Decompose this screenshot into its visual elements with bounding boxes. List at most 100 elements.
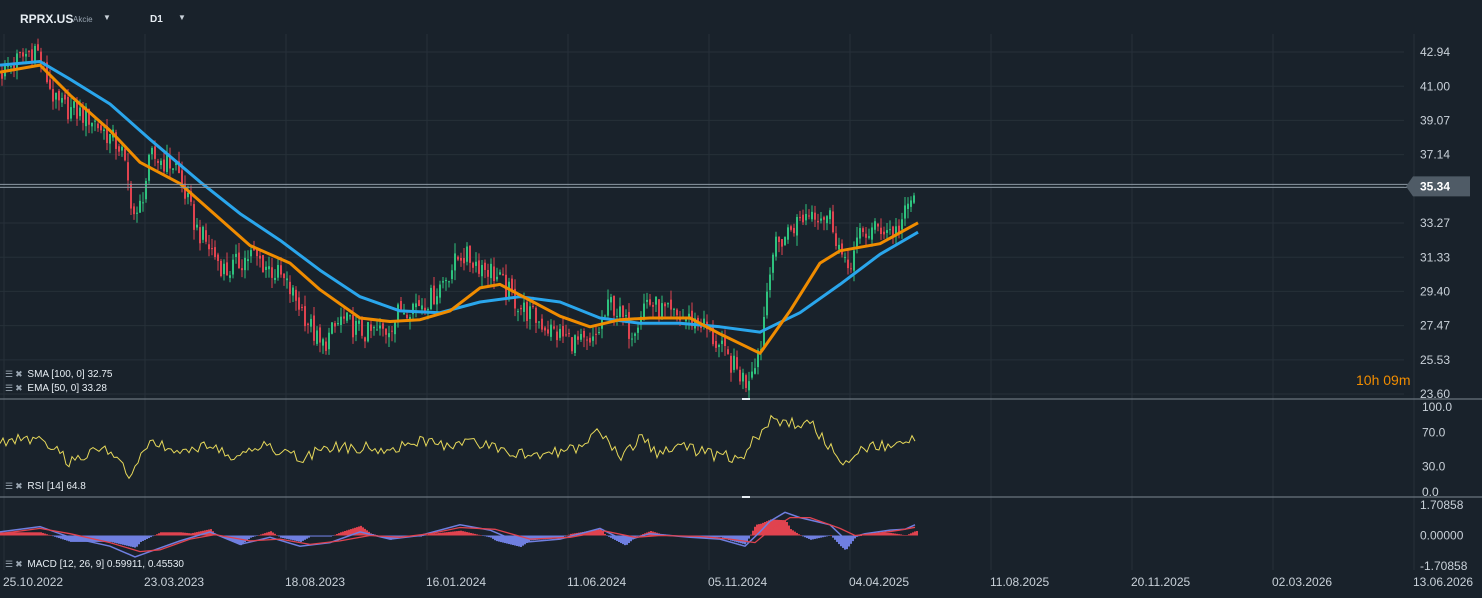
macd-bar bbox=[488, 535, 490, 538]
candle bbox=[574, 334, 576, 356]
candle-body bbox=[121, 146, 123, 151]
candle bbox=[40, 47, 42, 73]
candle bbox=[796, 214, 798, 246]
close-icon[interactable]: ✖ bbox=[15, 481, 23, 491]
close-icon[interactable]: ✖ bbox=[15, 369, 23, 379]
macd-bar bbox=[460, 530, 462, 536]
candle bbox=[292, 285, 294, 302]
macd-bar bbox=[448, 531, 450, 536]
candle bbox=[433, 277, 435, 306]
candle bbox=[289, 275, 291, 303]
candle-body bbox=[421, 305, 423, 310]
candle-body bbox=[622, 305, 624, 317]
candle-body bbox=[409, 317, 411, 321]
macd-bar bbox=[146, 535, 148, 540]
candle-body bbox=[145, 180, 147, 200]
macd-bar bbox=[60, 535, 62, 539]
candle-body bbox=[466, 246, 468, 262]
candle-body bbox=[211, 248, 213, 250]
macd-bar bbox=[200, 531, 202, 536]
candle-body bbox=[307, 323, 309, 325]
candle bbox=[262, 254, 264, 273]
candle-body bbox=[22, 52, 24, 57]
candle bbox=[334, 320, 336, 333]
macd-bar bbox=[82, 535, 84, 542]
macd-bar bbox=[284, 535, 286, 539]
close-icon[interactable]: ✖ bbox=[15, 559, 23, 569]
candle bbox=[223, 259, 225, 281]
candle-body bbox=[766, 291, 768, 316]
macd-bar bbox=[388, 535, 390, 540]
candle bbox=[211, 238, 213, 256]
candle-body bbox=[736, 357, 738, 369]
candle-body bbox=[637, 327, 639, 333]
candle bbox=[538, 321, 540, 329]
macd-bar bbox=[102, 535, 104, 542]
candle-body bbox=[127, 162, 129, 181]
close-icon[interactable]: ✖ bbox=[15, 383, 23, 393]
candle-body bbox=[586, 339, 588, 341]
toolbar: RPRX.US Akcie ▼ D1 ▼ bbox=[0, 0, 400, 34]
macd-bar bbox=[458, 530, 460, 536]
macd-bar bbox=[346, 530, 348, 536]
symbol-label[interactable]: RPRX.US bbox=[20, 12, 74, 26]
macd-bar bbox=[538, 535, 540, 540]
macd-bar bbox=[526, 535, 528, 543]
candle-body bbox=[130, 183, 132, 209]
candle bbox=[136, 206, 138, 223]
macd-bar bbox=[490, 535, 492, 538]
macd-bar bbox=[484, 535, 486, 537]
candle bbox=[898, 219, 900, 239]
candle bbox=[418, 295, 420, 307]
macd-bar bbox=[236, 535, 238, 544]
candle-body bbox=[529, 306, 531, 320]
macd-bar bbox=[816, 535, 818, 539]
candle bbox=[232, 254, 234, 279]
candle-body bbox=[412, 303, 414, 315]
candle-body bbox=[370, 324, 372, 331]
macd-bar bbox=[238, 535, 240, 545]
macd-bar bbox=[166, 532, 168, 536]
settings-icon[interactable]: ☰ bbox=[5, 369, 14, 379]
timeframe-selector[interactable]: D1 bbox=[150, 14, 163, 25]
candle bbox=[649, 293, 651, 307]
symbol-dropdown-icon[interactable]: ▼ bbox=[103, 13, 111, 22]
macd-bar bbox=[786, 522, 788, 536]
timeframe-dropdown-icon[interactable]: ▼ bbox=[178, 13, 186, 22]
candle bbox=[169, 147, 171, 179]
candle bbox=[109, 133, 111, 154]
symbol-type-label: Akcie bbox=[73, 15, 93, 24]
candle bbox=[766, 282, 768, 319]
macd-bar bbox=[282, 535, 284, 539]
macd-bar bbox=[312, 535, 314, 537]
candle bbox=[304, 295, 306, 332]
candle bbox=[847, 250, 849, 275]
candle-body bbox=[61, 98, 63, 103]
macd-bar bbox=[542, 535, 544, 540]
candle-body bbox=[367, 322, 369, 342]
candle bbox=[526, 296, 528, 329]
macd-bar bbox=[172, 532, 174, 536]
candle bbox=[328, 327, 330, 355]
macd-bar bbox=[44, 533, 46, 536]
candle-body bbox=[13, 63, 15, 69]
candle-body bbox=[334, 323, 336, 327]
settings-icon[interactable]: ☰ bbox=[5, 481, 14, 491]
candle bbox=[616, 308, 618, 326]
macd-bar bbox=[536, 535, 538, 540]
macd-bar bbox=[744, 535, 746, 545]
candle bbox=[844, 252, 846, 263]
macd-bar bbox=[726, 535, 728, 540]
macd-bar bbox=[270, 531, 272, 536]
candle-body bbox=[913, 195, 915, 203]
macd-bar bbox=[80, 535, 82, 542]
candle-body bbox=[853, 250, 855, 271]
settings-icon[interactable]: ☰ bbox=[5, 383, 14, 393]
candle-body bbox=[592, 336, 594, 341]
settings-icon[interactable]: ☰ bbox=[5, 559, 14, 569]
macd-bar bbox=[834, 535, 836, 540]
candle-body bbox=[784, 237, 786, 245]
candle-body bbox=[157, 160, 159, 163]
macd-bar bbox=[194, 532, 196, 536]
